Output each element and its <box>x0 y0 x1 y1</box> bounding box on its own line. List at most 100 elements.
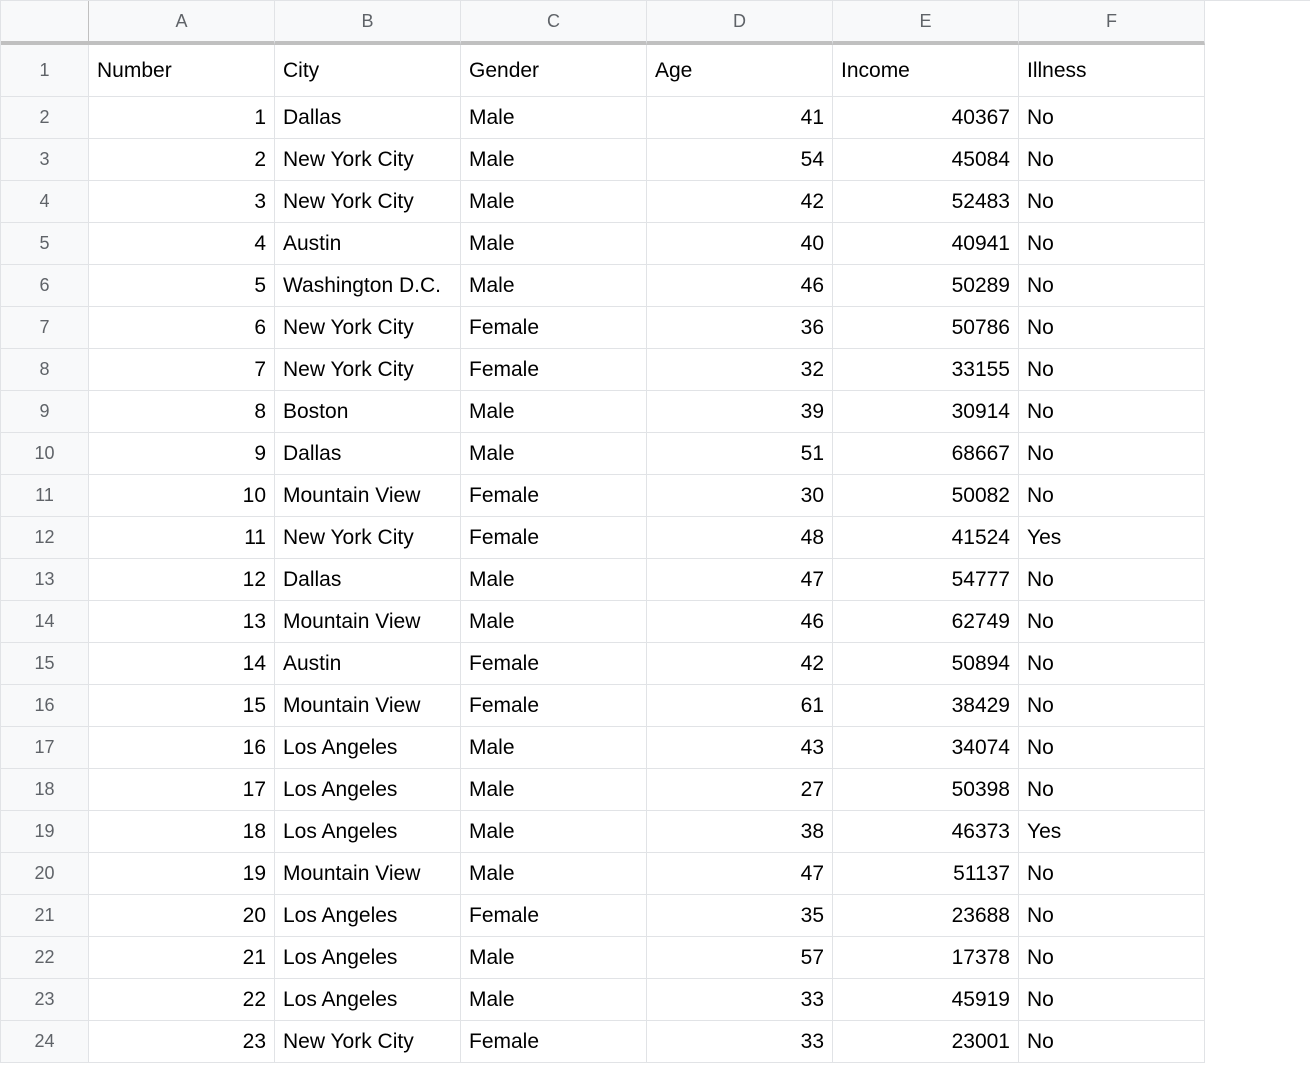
cell-C23[interactable]: Male <box>461 979 647 1021</box>
row-header-10[interactable]: 10 <box>1 433 89 475</box>
cell-A17[interactable]: 16 <box>89 727 275 769</box>
cell-B6[interactable]: Washington D.C. <box>275 265 461 307</box>
cell-E15[interactable]: 50894 <box>833 643 1019 685</box>
cell-A22[interactable]: 21 <box>89 937 275 979</box>
column-header-E[interactable]: E <box>833 1 1019 45</box>
cell-B14[interactable]: Mountain View <box>275 601 461 643</box>
cell-C17[interactable]: Male <box>461 727 647 769</box>
cell-C5[interactable]: Male <box>461 223 647 265</box>
cell-C13[interactable]: Male <box>461 559 647 601</box>
cell-B18[interactable]: Los Angeles <box>275 769 461 811</box>
cell-E6[interactable]: 50289 <box>833 265 1019 307</box>
cell-F16[interactable]: No <box>1019 685 1205 727</box>
cell-B7[interactable]: New York City <box>275 307 461 349</box>
cell-A7[interactable]: 6 <box>89 307 275 349</box>
cell-A11[interactable]: 10 <box>89 475 275 517</box>
cell-F12[interactable]: Yes <box>1019 517 1205 559</box>
cell-D7[interactable]: 36 <box>647 307 833 349</box>
cell-E1[interactable]: Income <box>833 45 1019 97</box>
row-header-3[interactable]: 3 <box>1 139 89 181</box>
row-header-8[interactable]: 8 <box>1 349 89 391</box>
cell-D15[interactable]: 42 <box>647 643 833 685</box>
cell-E19[interactable]: 46373 <box>833 811 1019 853</box>
column-header-B[interactable]: B <box>275 1 461 45</box>
cell-D18[interactable]: 27 <box>647 769 833 811</box>
cell-C1[interactable]: Gender <box>461 45 647 97</box>
cell-A21[interactable]: 20 <box>89 895 275 937</box>
cell-B21[interactable]: Los Angeles <box>275 895 461 937</box>
cell-B4[interactable]: New York City <box>275 181 461 223</box>
row-header-22[interactable]: 22 <box>1 937 89 979</box>
cell-A18[interactable]: 17 <box>89 769 275 811</box>
cell-C9[interactable]: Male <box>461 391 647 433</box>
cell-B23[interactable]: Los Angeles <box>275 979 461 1021</box>
row-header-9[interactable]: 9 <box>1 391 89 433</box>
cell-A12[interactable]: 11 <box>89 517 275 559</box>
cell-C6[interactable]: Male <box>461 265 647 307</box>
cell-D14[interactable]: 46 <box>647 601 833 643</box>
cell-C4[interactable]: Male <box>461 181 647 223</box>
cell-C11[interactable]: Female <box>461 475 647 517</box>
row-header-15[interactable]: 15 <box>1 643 89 685</box>
cell-B22[interactable]: Los Angeles <box>275 937 461 979</box>
row-header-14[interactable]: 14 <box>1 601 89 643</box>
cell-E7[interactable]: 50786 <box>833 307 1019 349</box>
cell-A5[interactable]: 4 <box>89 223 275 265</box>
row-header-2[interactable]: 2 <box>1 97 89 139</box>
cell-E14[interactable]: 62749 <box>833 601 1019 643</box>
cell-F14[interactable]: No <box>1019 601 1205 643</box>
cell-D3[interactable]: 54 <box>647 139 833 181</box>
cell-A15[interactable]: 14 <box>89 643 275 685</box>
cell-D12[interactable]: 48 <box>647 517 833 559</box>
cell-F17[interactable]: No <box>1019 727 1205 769</box>
cell-B19[interactable]: Los Angeles <box>275 811 461 853</box>
column-header-D[interactable]: D <box>647 1 833 45</box>
row-header-17[interactable]: 17 <box>1 727 89 769</box>
cell-A13[interactable]: 12 <box>89 559 275 601</box>
cell-A6[interactable]: 5 <box>89 265 275 307</box>
cell-E8[interactable]: 33155 <box>833 349 1019 391</box>
cell-F7[interactable]: No <box>1019 307 1205 349</box>
cell-D22[interactable]: 57 <box>647 937 833 979</box>
cell-D13[interactable]: 47 <box>647 559 833 601</box>
cell-A1[interactable]: Number <box>89 45 275 97</box>
row-header-1[interactable]: 1 <box>1 45 89 97</box>
cell-E2[interactable]: 40367 <box>833 97 1019 139</box>
cell-F15[interactable]: No <box>1019 643 1205 685</box>
cell-F4[interactable]: No <box>1019 181 1205 223</box>
cell-A4[interactable]: 3 <box>89 181 275 223</box>
cell-A20[interactable]: 19 <box>89 853 275 895</box>
cell-C18[interactable]: Male <box>461 769 647 811</box>
row-header-11[interactable]: 11 <box>1 475 89 517</box>
cell-E23[interactable]: 45919 <box>833 979 1019 1021</box>
cell-D16[interactable]: 61 <box>647 685 833 727</box>
row-header-21[interactable]: 21 <box>1 895 89 937</box>
cell-E21[interactable]: 23688 <box>833 895 1019 937</box>
cell-A8[interactable]: 7 <box>89 349 275 391</box>
row-header-6[interactable]: 6 <box>1 265 89 307</box>
cell-D5[interactable]: 40 <box>647 223 833 265</box>
column-header-A[interactable]: A <box>89 1 275 45</box>
cell-A3[interactable]: 2 <box>89 139 275 181</box>
cell-F8[interactable]: No <box>1019 349 1205 391</box>
cell-B8[interactable]: New York City <box>275 349 461 391</box>
cell-B12[interactable]: New York City <box>275 517 461 559</box>
cell-B5[interactable]: Austin <box>275 223 461 265</box>
cell-D4[interactable]: 42 <box>647 181 833 223</box>
cell-C24[interactable]: Female <box>461 1021 647 1063</box>
cell-B15[interactable]: Austin <box>275 643 461 685</box>
cell-A10[interactable]: 9 <box>89 433 275 475</box>
cell-A19[interactable]: 18 <box>89 811 275 853</box>
column-header-F[interactable]: F <box>1019 1 1205 45</box>
cell-E5[interactable]: 40941 <box>833 223 1019 265</box>
column-header-C[interactable]: C <box>461 1 647 45</box>
cell-F22[interactable]: No <box>1019 937 1205 979</box>
cell-C3[interactable]: Male <box>461 139 647 181</box>
cell-D24[interactable]: 33 <box>647 1021 833 1063</box>
cell-F24[interactable]: No <box>1019 1021 1205 1063</box>
cell-F3[interactable]: No <box>1019 139 1205 181</box>
cell-C16[interactable]: Female <box>461 685 647 727</box>
row-header-5[interactable]: 5 <box>1 223 89 265</box>
cell-E9[interactable]: 30914 <box>833 391 1019 433</box>
cell-C12[interactable]: Female <box>461 517 647 559</box>
